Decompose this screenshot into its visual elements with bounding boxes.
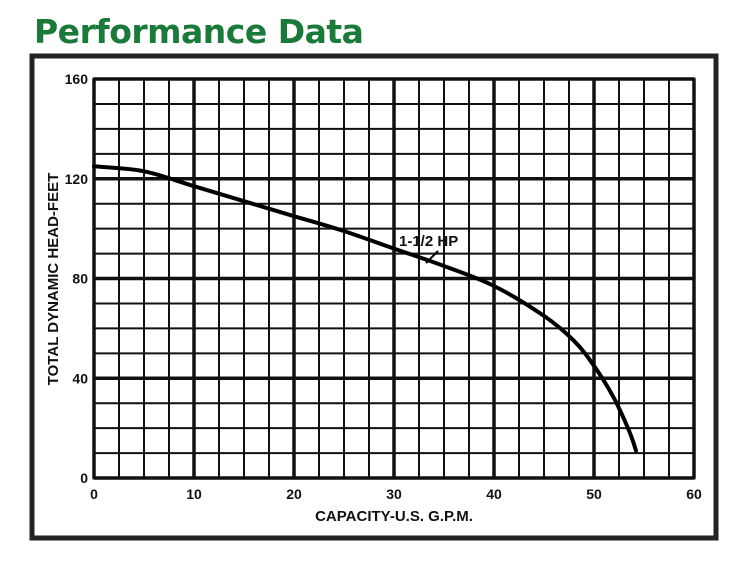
- y-tick-label: 80: [72, 271, 88, 287]
- x-tick-label: 30: [386, 486, 402, 502]
- x-tick-label: 20: [286, 486, 302, 502]
- plot-border: [92, 77, 696, 480]
- x-tick-label: 50: [586, 486, 602, 502]
- y-tick-label: 40: [72, 370, 88, 386]
- y-tick-label: 0: [80, 470, 88, 486]
- x-tick-label: 40: [486, 486, 502, 502]
- y-axis-title: TOTAL DYNAMIC HEAD-FEET: [45, 173, 62, 386]
- x-tick-label: 60: [686, 486, 702, 502]
- y-tick-labels: 0 40 80 120 160: [65, 71, 89, 486]
- plot-area-border: [92, 77, 696, 480]
- chart-frame: [29, 53, 719, 541]
- x-tick-labels: 0 10 20 30 40 50 60: [90, 486, 702, 502]
- series-label-leader: [425, 250, 439, 264]
- x-axis-title: CAPACITY-U.S. G.P.M.: [315, 508, 473, 525]
- grid: [92, 77, 696, 480]
- series-label-1-1-2-hp: 1-1/2 HP: [399, 233, 458, 250]
- page-title: Performance Data: [34, 12, 364, 51]
- pump-curve-1-1-2-hp: [92, 164, 638, 453]
- x-tick-label: 0: [90, 486, 98, 502]
- y-tick-label: 120: [65, 171, 89, 187]
- x-tick-label: 10: [186, 486, 202, 502]
- y-tick-label: 160: [65, 71, 89, 87]
